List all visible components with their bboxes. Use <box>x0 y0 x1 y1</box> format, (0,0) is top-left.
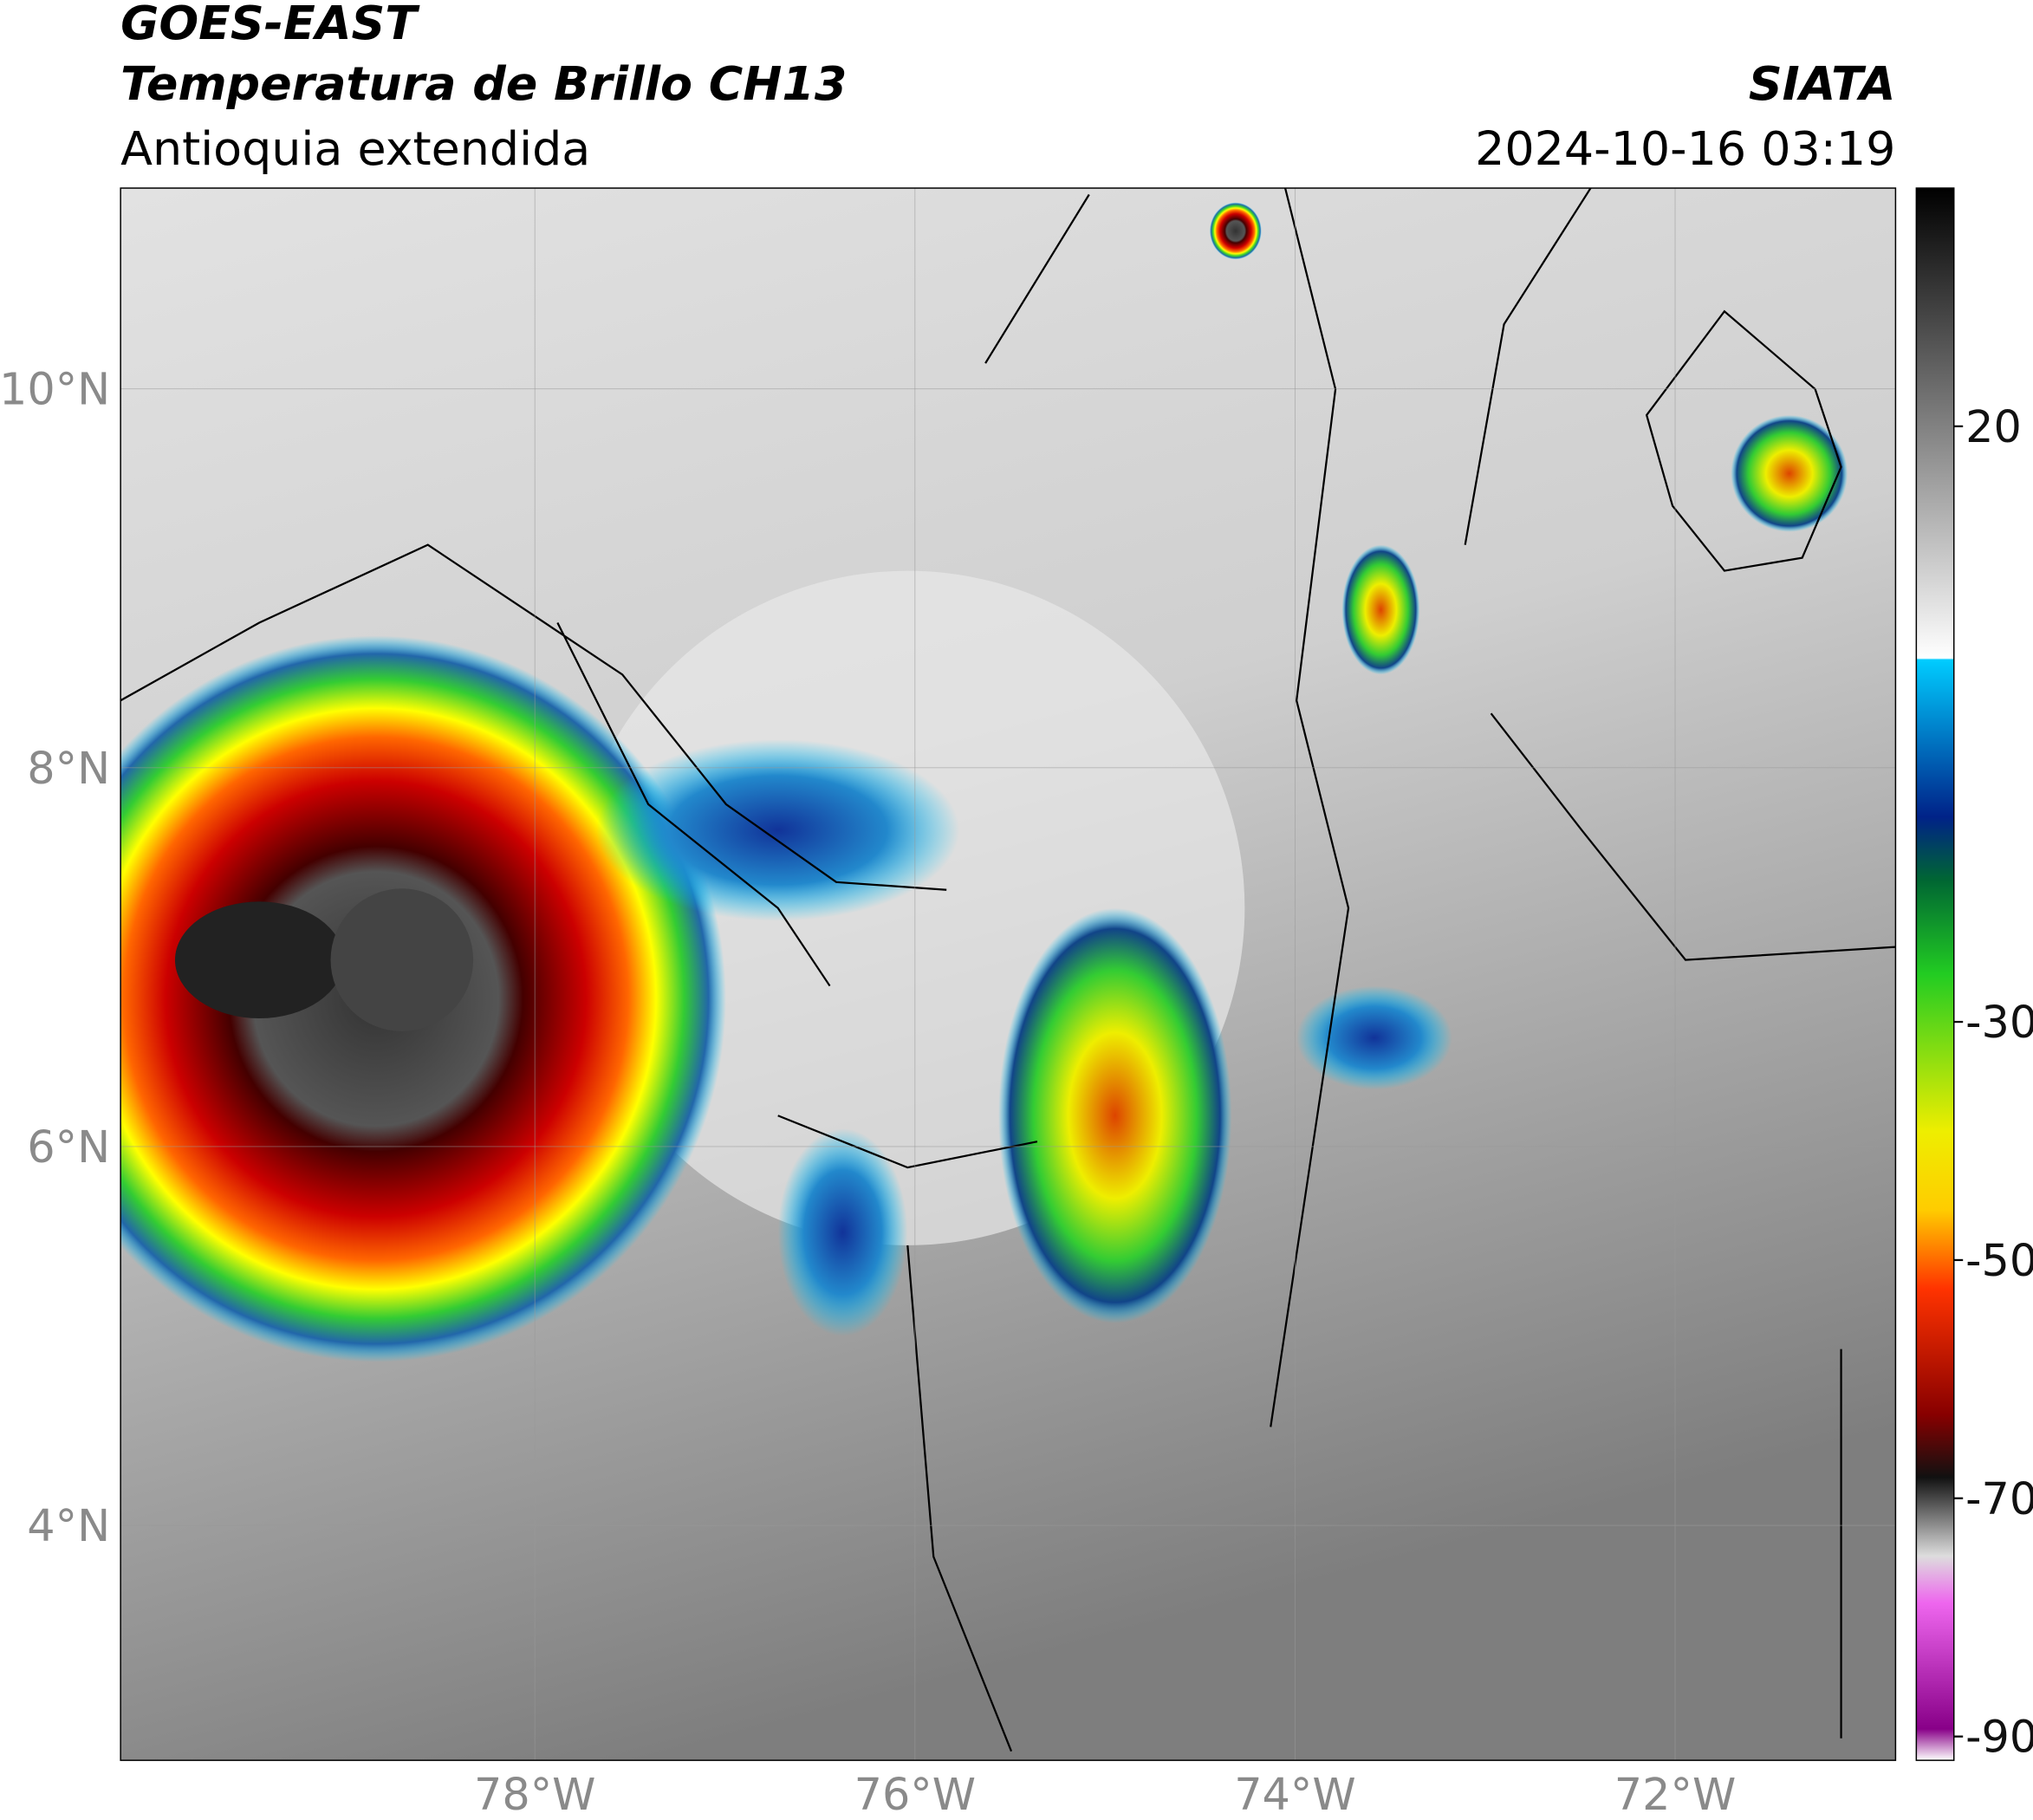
colorbar <box>1915 187 1955 1761</box>
datetime: 2024-10-16 03:19 <box>1475 121 1895 176</box>
map-frame <box>120 187 1897 1761</box>
colorbar-tick-label: -70 <box>1965 1473 2033 1524</box>
lon-tick-label: 72°W <box>1614 1769 1736 1820</box>
axes: 4°N 6°N 8°N 10°N 78°W 76°W 74°W 72°W 20 -30 -50 -70… <box>0 188 2033 1820</box>
colorbar-tick-label: -30 <box>1965 997 2033 1048</box>
lon-tick-label: 74°W <box>1234 1769 1355 1820</box>
colorbar-tick-label: 20 <box>1965 401 2022 452</box>
colorbar-tick-label: -50 <box>1965 1235 2033 1286</box>
lon-tick-label: 76°W <box>854 1769 976 1820</box>
lat-tick-label: 10°N <box>0 364 110 415</box>
title: GOES-EAST <box>120 0 420 50</box>
lon-tick-label: 78°W <box>474 1769 595 1820</box>
colorbar-tick-label: -90 <box>1965 1712 2033 1763</box>
lat-tick-label: 4°N <box>27 1500 110 1551</box>
subtitle: Temperatura de Brillo CH13 <box>120 56 847 111</box>
source: SIATA <box>1749 56 1896 111</box>
header: GOES-EAST Temperatura de Brillo CH13 Ant… <box>120 0 1895 176</box>
lat-tick-label: 8°N <box>27 743 110 794</box>
region: Antioquia extendida <box>120 121 590 176</box>
lat-tick-label: 6°N <box>27 1121 110 1173</box>
satellite-image <box>120 188 1896 1761</box>
